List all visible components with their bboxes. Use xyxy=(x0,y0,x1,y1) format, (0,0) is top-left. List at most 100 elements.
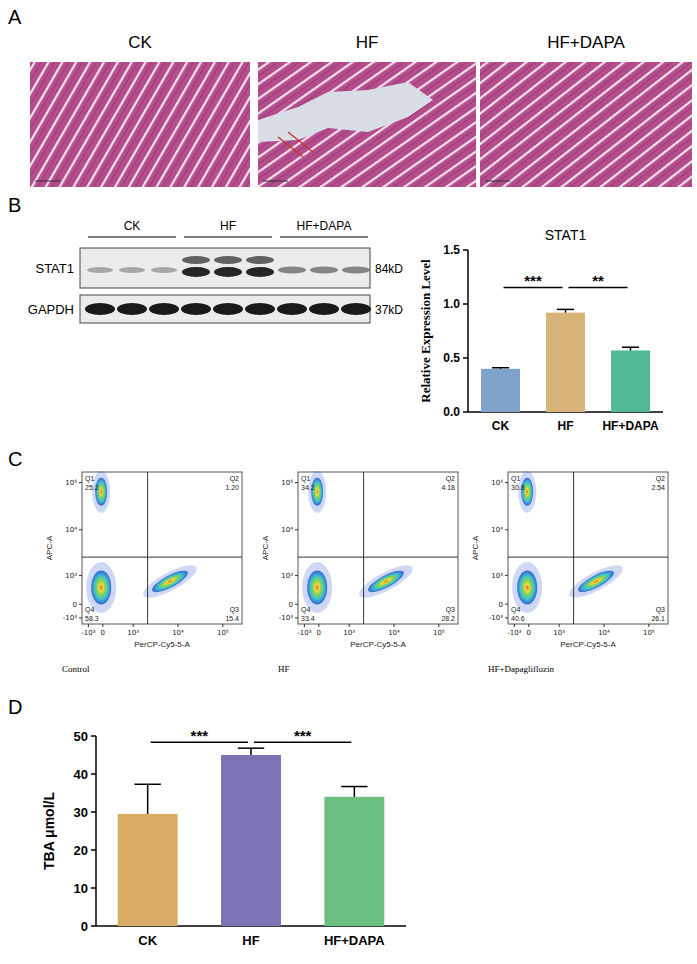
quadrant-name: Q4 xyxy=(511,606,520,614)
histology-image xyxy=(258,62,476,187)
group-label: HF+DAPA xyxy=(297,219,352,233)
x-tick-label: 0 xyxy=(101,629,105,637)
quadrant-value: 34.2 xyxy=(301,484,315,491)
error-cap xyxy=(134,784,160,786)
x-tick xyxy=(438,624,439,627)
panel-letter: C xyxy=(8,448,22,470)
error-bar xyxy=(341,787,367,797)
y-tick xyxy=(295,617,298,618)
y-tick-label: 40 xyxy=(74,767,88,782)
x-tick-label: CK xyxy=(492,419,510,433)
panel-letter: A xyxy=(8,6,22,28)
x-tick-label: 10⁴ xyxy=(388,629,400,637)
density-haze xyxy=(92,471,110,513)
x-axis-title: PerCP-Cy5-5-A xyxy=(350,640,406,649)
x-tick-label: -10³ xyxy=(297,629,311,637)
plot-frame xyxy=(508,472,668,624)
quadrant-name: Q2 xyxy=(446,475,455,483)
y-tick-label: 0 xyxy=(81,919,88,934)
quadrant-name: Q1 xyxy=(85,475,94,483)
y-tick-label: 20 xyxy=(74,843,88,858)
quadrant-value: 26.1 xyxy=(651,615,665,622)
y-tick xyxy=(91,925,96,927)
blot-band xyxy=(310,267,338,274)
error-bar xyxy=(492,368,509,369)
density-haze xyxy=(139,559,200,603)
density-cluster xyxy=(366,567,407,596)
significance-label: *** xyxy=(294,727,312,744)
histology-image xyxy=(30,62,250,187)
density-cluster xyxy=(95,478,107,506)
density-cluster xyxy=(521,478,533,506)
group-line xyxy=(280,237,368,238)
y-tick-label: -10³ xyxy=(63,614,77,622)
blot-membrane xyxy=(80,295,370,323)
panel-letter: D xyxy=(8,696,22,718)
x-tick xyxy=(133,624,134,627)
bar xyxy=(546,313,585,412)
bar-chart: STAT10.00.51.01.5Relative Expression Lev… xyxy=(418,227,663,433)
quadrant-name: Q3 xyxy=(230,606,239,614)
x-tick-label: HF xyxy=(558,419,574,433)
error-cap xyxy=(492,367,509,369)
x-tick xyxy=(648,624,649,627)
panel-letter: B xyxy=(8,194,21,216)
y-tick xyxy=(91,849,96,851)
scale-bar xyxy=(485,181,510,182)
y-tick-label: 10⁴ xyxy=(491,526,503,534)
y-tick-label: 0 xyxy=(499,601,503,609)
y-tick-label: 10⁵ xyxy=(65,479,77,487)
bar-chart: 01020304050TBA μmol/LCKHFHF+DAPA****** xyxy=(41,727,406,948)
y-axis-title: TBA μmol/L xyxy=(41,792,57,870)
blot-band xyxy=(246,267,274,277)
density-cluster xyxy=(311,478,323,506)
y-tick xyxy=(463,357,468,359)
density-cluster xyxy=(517,571,537,605)
x-tick-label: 0 xyxy=(317,629,321,637)
y-tick-label: 1.0 xyxy=(443,297,460,311)
blot-band xyxy=(245,303,275,315)
y-tick-label: 0 xyxy=(73,601,77,609)
quadrant-line xyxy=(82,557,242,558)
y-axis-title: APC-A xyxy=(471,535,480,560)
x-tick-label: 0 xyxy=(527,629,531,637)
x-tick-label: 10⁵ xyxy=(433,629,445,637)
x-tick-label: -10³ xyxy=(507,629,521,637)
scale-bar xyxy=(35,181,60,182)
quadrant-line xyxy=(147,472,148,624)
quadrant-line xyxy=(508,557,668,558)
tissue-gap xyxy=(258,82,433,142)
y-tick xyxy=(463,249,468,251)
density-haze xyxy=(355,559,416,603)
y-axis xyxy=(467,250,469,412)
y-axis xyxy=(95,736,97,926)
y-tick-label: 0.5 xyxy=(443,351,460,365)
blot-band xyxy=(182,267,210,277)
significance-label: *** xyxy=(191,727,209,744)
error-cap xyxy=(557,309,574,311)
y-tick-label: 50 xyxy=(74,729,88,744)
plot-caption: HF+Dapagliflozin xyxy=(488,664,555,674)
error-cap xyxy=(238,747,264,749)
blot-size-label: 84kD xyxy=(375,262,403,276)
quadrant-value: 4.18 xyxy=(441,484,455,491)
y-tick xyxy=(79,529,82,530)
blot-band xyxy=(182,256,210,264)
quadrant-name: Q3 xyxy=(656,606,665,614)
quadrant-value: 1.20 xyxy=(225,484,239,491)
blot-membrane xyxy=(80,248,370,288)
quadrant-name: Q1 xyxy=(511,475,520,483)
plot-frame xyxy=(298,472,458,624)
y-axis-title: APC-A xyxy=(45,535,54,560)
y-tick xyxy=(505,529,508,530)
density-haze xyxy=(308,471,326,513)
hemorrhage xyxy=(278,132,313,157)
error-bar xyxy=(134,784,160,814)
x-tick xyxy=(394,624,395,627)
y-tick-label: 10⁴ xyxy=(281,526,293,534)
image-title: HF xyxy=(356,33,379,52)
blot-band xyxy=(151,267,177,273)
y-tick xyxy=(295,482,298,483)
x-axis-title: PerCP-Cy5-5-A xyxy=(560,640,616,649)
error-stem xyxy=(250,748,252,755)
